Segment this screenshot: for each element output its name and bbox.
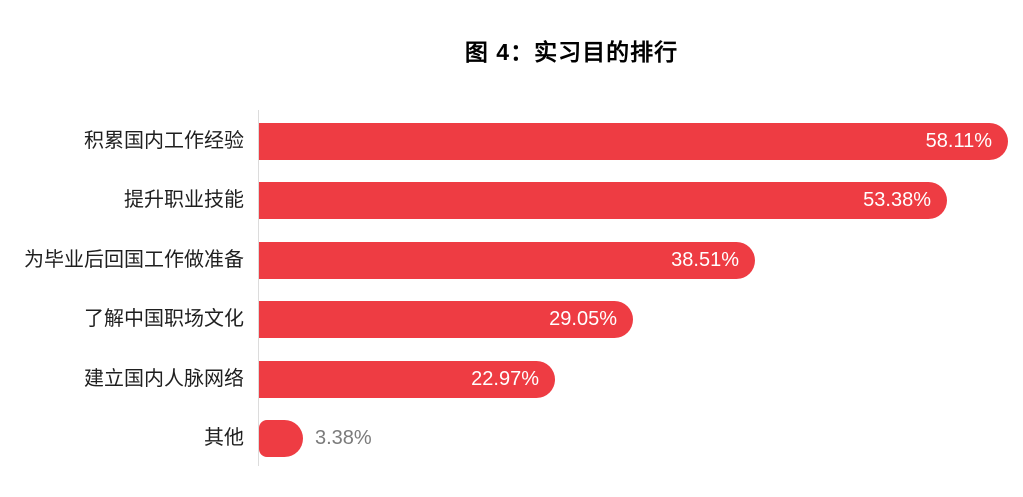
category-label: 提升职业技能 bbox=[124, 189, 244, 211]
bar-3: 38.51% bbox=[259, 242, 755, 279]
y-axis-line bbox=[258, 110, 259, 466]
value-label: 58.11% bbox=[925, 130, 992, 152]
category-label: 了解中国职场文化 bbox=[84, 308, 244, 330]
category-label: 积累国内工作经验 bbox=[84, 130, 244, 152]
value-label: 38.51% bbox=[671, 249, 739, 271]
bar-1: 58.11% bbox=[259, 123, 1008, 160]
category-label: 其他 bbox=[204, 427, 244, 449]
value-label: 29.05% bbox=[549, 308, 617, 330]
value-label: 22.97% bbox=[471, 368, 539, 390]
chart-title: 图 4：实习目的排行 bbox=[464, 39, 679, 65]
bar-6 bbox=[259, 420, 303, 457]
category-label: 为毕业后回国工作做准备 bbox=[24, 249, 244, 271]
bar-5: 22.97% bbox=[259, 361, 555, 398]
bar-2: 53.38% bbox=[259, 182, 947, 219]
value-label: 53.38% bbox=[863, 189, 931, 211]
category-label: 建立国内人脉网络 bbox=[84, 368, 244, 390]
bar-4: 29.05% bbox=[259, 301, 633, 338]
value-label: 3.38% bbox=[315, 427, 372, 449]
